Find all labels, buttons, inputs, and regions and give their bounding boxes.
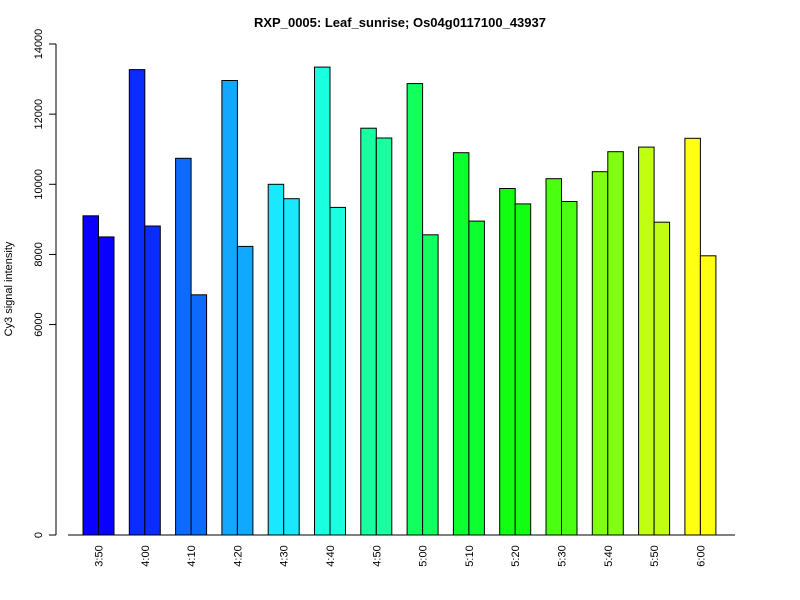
bar-600-2 [699, 255, 717, 536]
bar-440-1 [314, 66, 331, 536]
bar-350-1 [82, 215, 99, 536]
y-tick-label: 0 [33, 532, 45, 538]
x-tick-label: 4:40 [325, 545, 337, 566]
y-axis-label: Cy3 signal intensity [3, 241, 15, 336]
x-axis-labels: 3:50 4:00 4:10 4:20 4:30 4:40 4:50 5:00 5:10 5:20… [94, 545, 708, 566]
bar-530-2 [561, 201, 578, 536]
x-tick-label: 5:40 [603, 545, 615, 566]
bar-410-2 [190, 294, 208, 536]
x-tick-label: 4:30 [279, 545, 291, 566]
bar-450-1 [360, 127, 377, 536]
bars [82, 66, 717, 536]
bar-500-1 [406, 83, 424, 536]
y-axis: 0 6000 8000 10000 12000 14000 [33, 29, 57, 538]
y-tick-label: 6000 [33, 312, 45, 336]
bar-520-1 [499, 188, 516, 536]
x-tick-label: 4:20 [232, 545, 244, 566]
bar-550-1 [638, 146, 655, 536]
y-tick-label: 10000 [33, 169, 45, 200]
bar-540-2 [607, 151, 624, 536]
chart-title: RXP_0005: Leaf_sunrise; Os04g0117100_439… [254, 15, 546, 30]
x-tick-label: 5:20 [510, 545, 522, 566]
x-tick-label: 5:50 [649, 545, 661, 566]
x-tick-label: 4:00 [140, 545, 152, 566]
bar-430-1 [267, 183, 285, 536]
bar-400-2 [144, 225, 161, 536]
bar-530-1 [545, 178, 562, 536]
bar-430-2 [283, 198, 300, 536]
bar-500-2 [422, 234, 439, 536]
bar-450-2 [375, 137, 393, 536]
x-tick-label: 5:00 [418, 545, 430, 566]
x-tick-label: 4:50 [371, 545, 383, 566]
bar-600-1 [684, 137, 701, 536]
y-tick-label: 8000 [33, 242, 45, 266]
x-tick-label: 5:10 [464, 545, 476, 566]
x-tick-label: 6:00 [695, 545, 707, 566]
x-tick-label: 5:30 [557, 545, 569, 566]
bar-400-1 [128, 69, 146, 536]
bar-520-2 [514, 203, 532, 536]
bar-420-1 [221, 80, 238, 536]
bar-440-2 [329, 206, 346, 536]
bar-510-2 [468, 220, 485, 536]
bar-550-2 [653, 221, 671, 536]
y-tick-label: 14000 [33, 29, 45, 60]
y-tick-label: 12000 [33, 99, 45, 130]
x-tick-label: 3:50 [94, 545, 106, 566]
bar-540-1 [591, 171, 609, 536]
bar-420-2 [236, 245, 254, 536]
bar-410-1 [175, 157, 192, 536]
bar-350-2 [98, 236, 115, 536]
x-tick-label: 4:10 [186, 545, 198, 566]
bar-510-1 [452, 152, 470, 536]
